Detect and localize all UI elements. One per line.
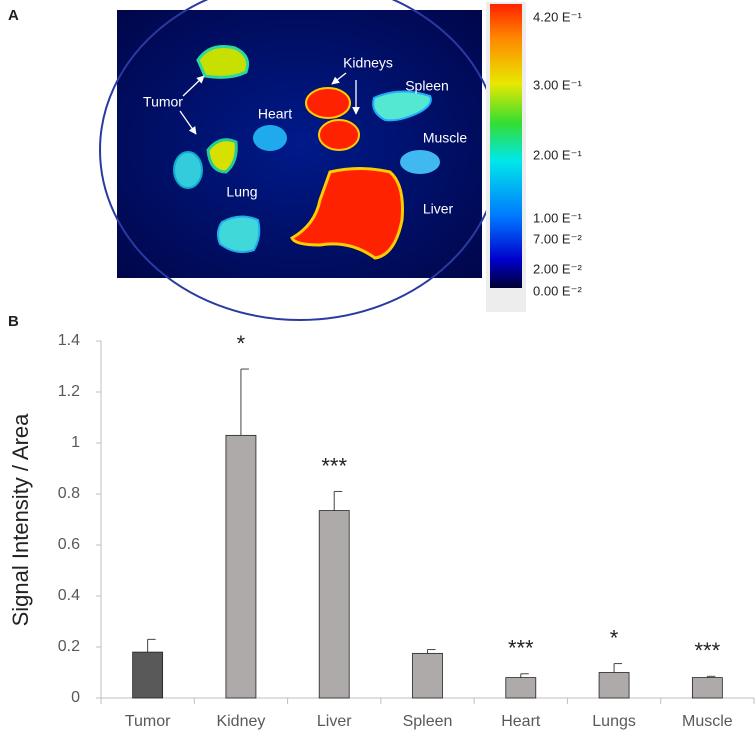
x-tick-label: Muscle: [682, 713, 733, 730]
bar: [132, 651, 164, 699]
y-tick-label: 0.8: [58, 485, 80, 502]
x-tick-label: Lungs: [592, 713, 636, 730]
organs: [173, 45, 440, 260]
colorbar-label: 2.00 E⁻²: [533, 261, 582, 276]
organ-label: Lung: [226, 184, 257, 200]
bar: [598, 672, 630, 699]
panel-label: B: [8, 313, 19, 330]
x-tick-label: Heart: [501, 713, 541, 730]
bar: [691, 677, 723, 699]
significance: *: [237, 331, 246, 356]
organ-label: Spleen: [405, 78, 449, 94]
arrows: [179, 72, 360, 135]
bar: [225, 434, 257, 699]
y-tick-label: 1.2: [58, 383, 80, 400]
bar: [318, 510, 350, 699]
colorbar-label: 7.00 E⁻²: [533, 231, 582, 246]
bar: [505, 677, 537, 699]
organ-label: Kidneys: [343, 55, 393, 71]
bar: [412, 652, 443, 699]
organ-label: Tumor: [143, 94, 183, 110]
colorbar-label: 4.20 E⁻¹: [533, 9, 582, 24]
significance: *: [610, 625, 619, 650]
y-tick-label: 0: [71, 689, 80, 706]
organ-label: Liver: [423, 201, 454, 217]
y-tick-label: 1.4: [58, 332, 80, 349]
panel-label: A: [8, 7, 19, 24]
y-axis-label: Signal Intensity / Area: [8, 413, 33, 627]
x-tick-label: Spleen: [403, 713, 453, 730]
significance: ***: [695, 638, 721, 663]
y-tick-label: 0.2: [58, 638, 80, 655]
colorbar-label: 1.00 E⁻¹: [533, 210, 582, 225]
y-tick-label: 1: [71, 434, 80, 451]
y-tick-label: 0.6: [58, 536, 80, 553]
organ-label: Heart: [258, 106, 292, 122]
x-tick-label: Tumor: [125, 713, 171, 730]
significance: ***: [508, 636, 534, 661]
colorbar: [490, 4, 522, 288]
significance: ***: [321, 453, 347, 478]
colorbar-label: 2.00 E⁻¹: [533, 147, 582, 162]
organ-label: Muscle: [423, 130, 468, 146]
x-tick-label: Liver: [317, 713, 352, 730]
x-tick-label: Kidney: [216, 713, 265, 730]
colorbar-label: 3.00 E⁻¹: [533, 77, 582, 92]
y-tick-label: 0.4: [58, 587, 80, 604]
colorbar-label: 0.00 E⁻²: [533, 283, 582, 298]
